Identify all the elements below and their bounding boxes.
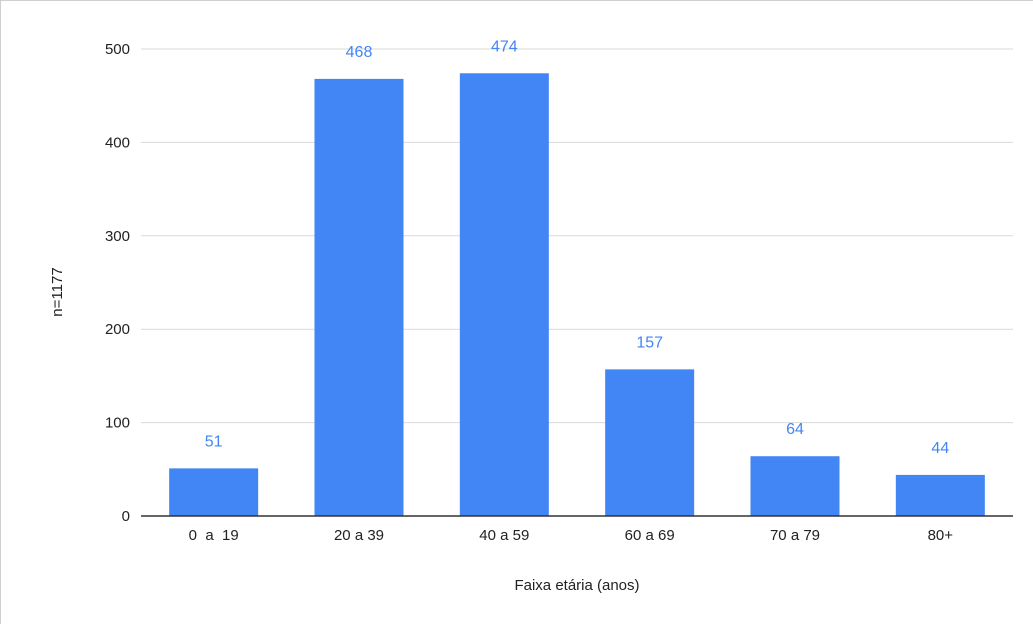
y-tick-label-300: 300 xyxy=(105,228,130,245)
y-tick-label-500: 500 xyxy=(105,41,130,58)
data-label-2: 474 xyxy=(491,38,518,55)
data-label-4: 64 xyxy=(786,421,804,438)
y-axis-title: n=1177 xyxy=(49,267,66,316)
bar-1 xyxy=(314,78,404,516)
data-label-3: 157 xyxy=(636,334,663,351)
bar-3 xyxy=(605,369,695,516)
bar-2 xyxy=(459,73,549,516)
bar-0 xyxy=(169,468,259,516)
bar-5 xyxy=(895,474,985,516)
y-axis-ticks: 0 100 200 300 400 500 xyxy=(105,41,130,525)
data-label-5: 44 xyxy=(931,440,949,457)
data-label-0: 51 xyxy=(205,433,223,450)
y-tick-label-0: 0 xyxy=(122,508,130,525)
y-tick-label-100: 100 xyxy=(105,415,130,432)
x-tick-label-4: 70 a 79 xyxy=(770,527,820,544)
data-label-1: 468 xyxy=(346,44,373,61)
x-tick-label-3: 60 a 69 xyxy=(625,527,675,544)
y-tick-label-400: 400 xyxy=(105,134,130,151)
x-tick-label-1: 20 a 39 xyxy=(334,527,384,544)
x-axis-ticks: 0 a 19 20 a 39 40 a 59 60 a 69 70 a 79 80+ xyxy=(189,527,954,544)
x-tick-label-0: 0 a 19 xyxy=(189,527,239,544)
bars xyxy=(169,73,985,516)
x-axis-title: Faixa etária (anos) xyxy=(514,577,639,594)
x-tick-label-5: 80+ xyxy=(928,527,954,544)
x-tick-label-2: 40 a 59 xyxy=(479,527,529,544)
bar-4 xyxy=(750,456,840,516)
y-tick-label-200: 200 xyxy=(105,321,130,338)
gridlines xyxy=(141,48,1013,424)
data-labels: 51 468 474 157 64 44 xyxy=(205,38,950,457)
